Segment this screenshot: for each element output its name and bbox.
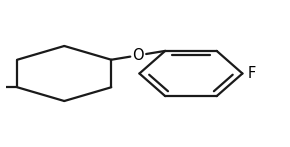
Text: F: F [247, 66, 256, 81]
Text: O: O [133, 48, 144, 63]
